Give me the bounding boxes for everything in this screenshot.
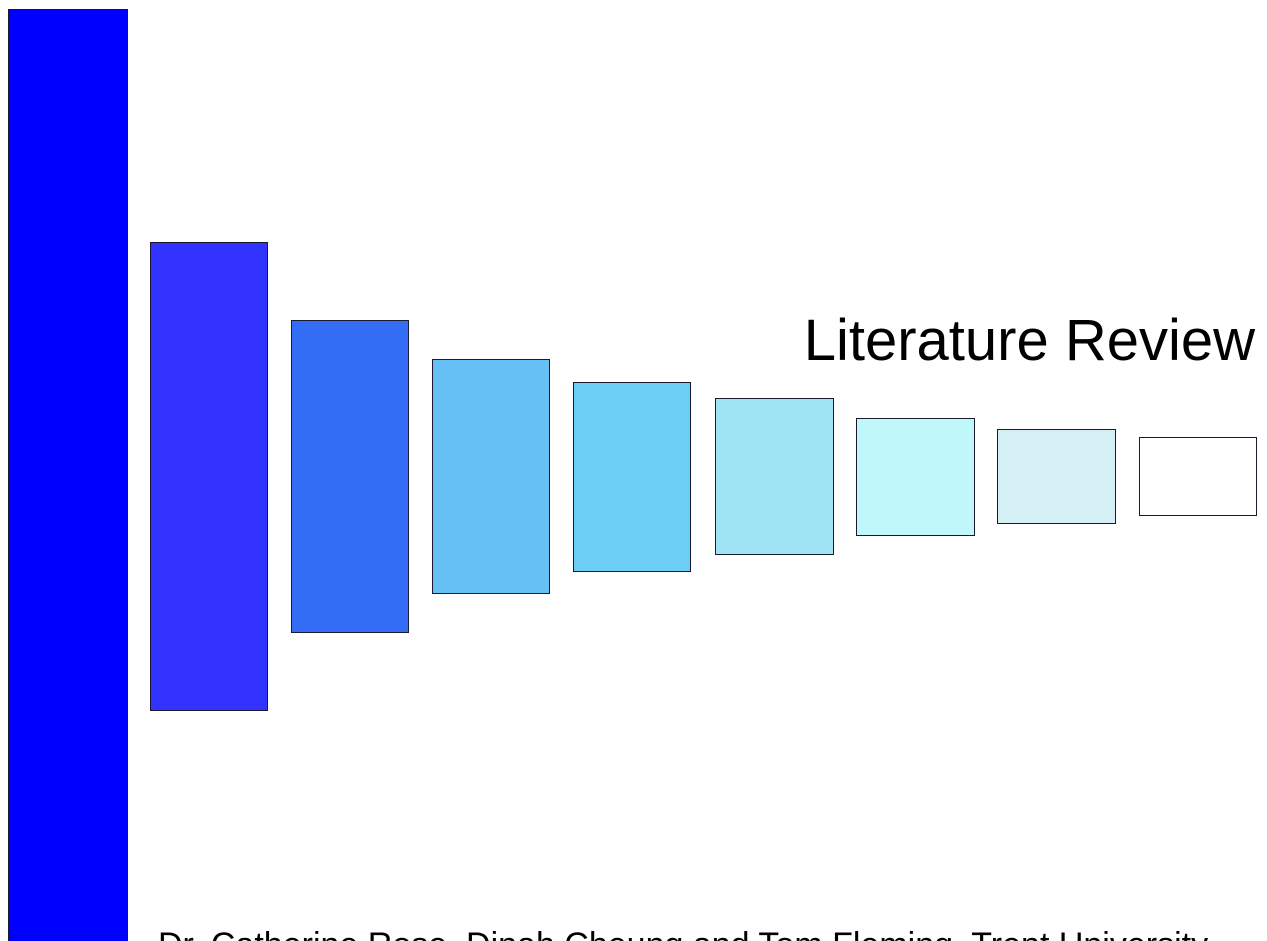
slide-title: Literature Review <box>803 308 1255 373</box>
bar-4 <box>573 382 691 572</box>
bar-0 <box>8 9 128 941</box>
bar-6 <box>856 418 975 536</box>
bar-5 <box>715 398 834 555</box>
bar-8 <box>1139 437 1257 516</box>
bar-2 <box>291 320 409 633</box>
slide-footer: Dr. Catherine Rose, Dinah Cheung and Tom… <box>158 928 1208 941</box>
bar-7 <box>997 429 1116 524</box>
bar-1 <box>150 242 268 711</box>
bar-3 <box>432 359 550 594</box>
